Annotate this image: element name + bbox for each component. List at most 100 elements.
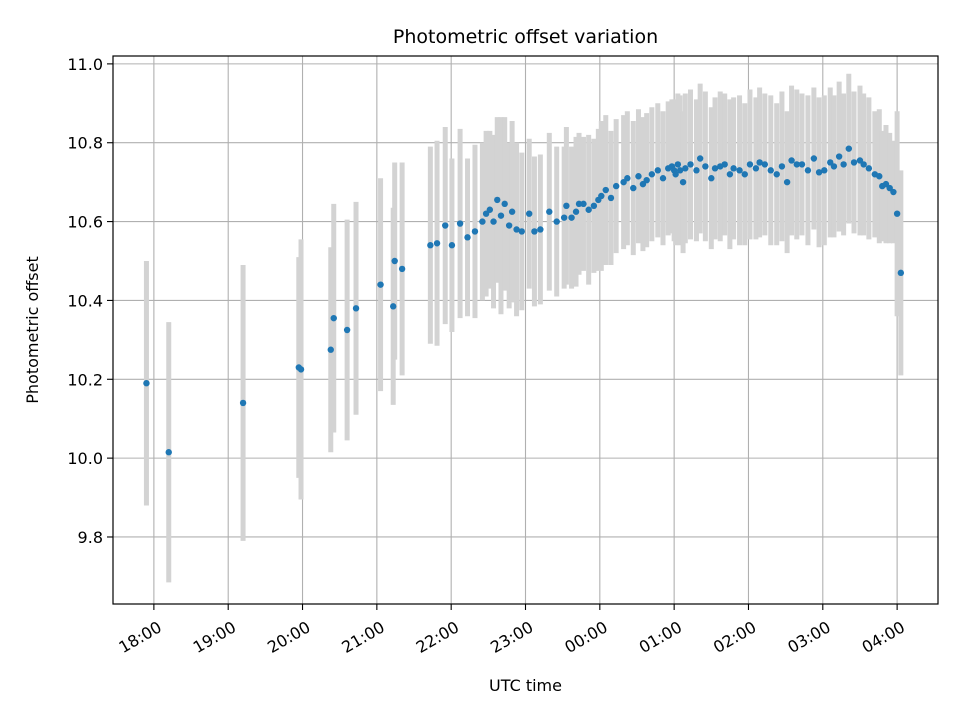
data-point bbox=[580, 200, 587, 208]
data-point bbox=[297, 366, 305, 373]
data-point bbox=[143, 380, 150, 387]
data-point bbox=[804, 167, 812, 174]
data-point bbox=[456, 220, 464, 227]
data-point bbox=[672, 171, 679, 178]
data-point bbox=[865, 165, 873, 172]
data-point bbox=[730, 165, 737, 172]
x-tick-label: 02:00 bbox=[710, 617, 759, 657]
data-point bbox=[343, 326, 351, 334]
data-point bbox=[391, 257, 398, 265]
data-point bbox=[635, 173, 642, 180]
data-point bbox=[508, 208, 516, 215]
data-point bbox=[850, 159, 858, 166]
y-tick-label: 10.8 bbox=[67, 134, 103, 153]
data-point bbox=[721, 161, 728, 168]
data-point bbox=[860, 161, 867, 168]
data-point bbox=[630, 184, 637, 192]
data-points bbox=[143, 145, 905, 456]
data-point bbox=[572, 208, 580, 215]
x-tick-label: 20:00 bbox=[264, 617, 313, 657]
data-point bbox=[893, 210, 901, 217]
x-tick-label: 03:00 bbox=[784, 617, 833, 657]
data-point bbox=[598, 192, 605, 200]
data-point bbox=[746, 161, 754, 168]
data-point bbox=[624, 175, 631, 182]
x-tick-label: 18:00 bbox=[115, 617, 164, 657]
data-point bbox=[752, 165, 760, 172]
data-point bbox=[696, 155, 704, 162]
data-point bbox=[330, 314, 337, 322]
data-point bbox=[659, 175, 667, 182]
error-bars bbox=[143, 73, 904, 583]
data-point bbox=[756, 159, 763, 166]
data-point bbox=[505, 222, 513, 229]
x-tick-label: 00:00 bbox=[561, 617, 610, 657]
y-tick-label: 10.2 bbox=[67, 370, 103, 389]
data-point bbox=[835, 153, 843, 160]
data-point bbox=[479, 218, 486, 225]
y-tick-label: 10.0 bbox=[67, 449, 103, 468]
data-point bbox=[708, 175, 715, 182]
data-point bbox=[327, 346, 334, 353]
data-point bbox=[897, 269, 905, 277]
data-point bbox=[741, 171, 748, 178]
data-point bbox=[845, 145, 853, 152]
data-point bbox=[736, 167, 743, 174]
data-point bbox=[560, 214, 568, 221]
data-point bbox=[518, 228, 525, 235]
data-point bbox=[531, 228, 538, 235]
data-point bbox=[676, 167, 684, 174]
data-point bbox=[526, 210, 533, 217]
data-point bbox=[390, 303, 397, 310]
data-point bbox=[815, 169, 823, 176]
data-point bbox=[687, 161, 694, 168]
data-point bbox=[810, 155, 818, 162]
data-point bbox=[553, 218, 560, 225]
data-point bbox=[398, 265, 406, 273]
data-point bbox=[876, 173, 883, 180]
y-tick-label: 9.8 bbox=[78, 528, 103, 547]
x-tick-label: 21:00 bbox=[338, 617, 387, 657]
data-point bbox=[830, 163, 838, 170]
data-point bbox=[575, 200, 583, 208]
data-point bbox=[433, 240, 441, 247]
data-point bbox=[448, 242, 456, 249]
data-point bbox=[693, 167, 700, 174]
data-point bbox=[840, 161, 847, 168]
data-point bbox=[773, 171, 780, 178]
data-point bbox=[607, 194, 615, 202]
data-point bbox=[761, 161, 769, 168]
y-tick-label: 11.0 bbox=[67, 55, 103, 74]
data-point bbox=[674, 161, 682, 168]
data-point bbox=[679, 178, 687, 186]
data-point bbox=[537, 226, 544, 233]
data-point bbox=[711, 165, 719, 172]
data-point bbox=[563, 202, 570, 210]
data-point bbox=[494, 196, 501, 204]
data-point bbox=[490, 218, 497, 225]
data-point bbox=[585, 206, 592, 213]
data-point bbox=[497, 212, 505, 219]
data-point bbox=[239, 399, 247, 407]
data-point bbox=[798, 161, 806, 168]
data-point bbox=[590, 202, 598, 210]
data-point bbox=[682, 165, 689, 172]
data-point bbox=[726, 171, 734, 178]
x-tick-label: 19:00 bbox=[190, 617, 239, 657]
data-point bbox=[783, 178, 791, 186]
data-point bbox=[821, 167, 828, 174]
data-point bbox=[793, 161, 800, 168]
data-point bbox=[767, 167, 774, 174]
x-tick-label: 04:00 bbox=[859, 617, 908, 657]
data-point bbox=[612, 182, 620, 190]
data-point bbox=[352, 305, 360, 312]
data-point bbox=[471, 228, 479, 235]
data-point bbox=[643, 176, 650, 184]
data-point bbox=[890, 188, 897, 196]
data-point bbox=[778, 163, 786, 170]
data-point bbox=[377, 281, 384, 288]
x-tick-label: 23:00 bbox=[487, 617, 536, 657]
data-point bbox=[442, 222, 449, 229]
